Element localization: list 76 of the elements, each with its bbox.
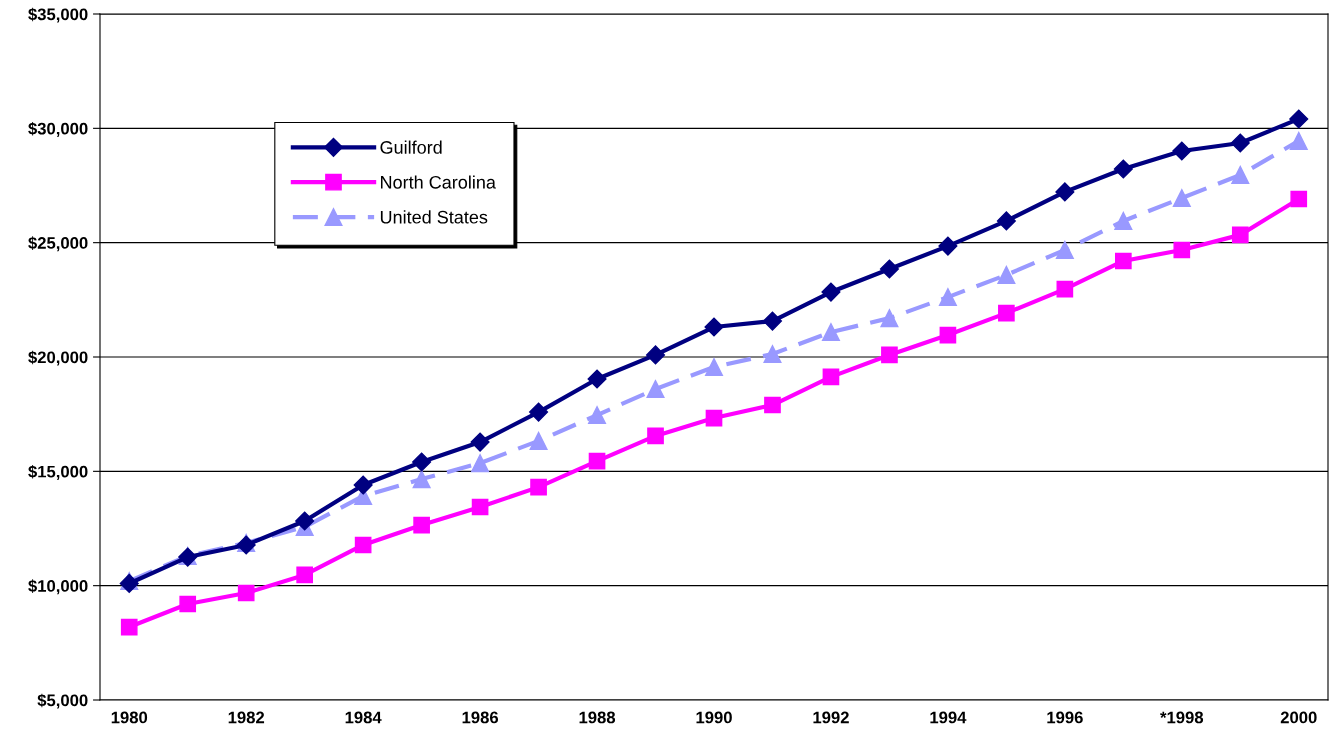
point — [587, 369, 607, 389]
point — [762, 311, 783, 331]
x-tick-label: 1980 — [111, 711, 148, 724]
point — [645, 345, 666, 365]
point — [179, 595, 197, 613]
x-tick-label: 1986 — [462, 711, 499, 724]
point — [1172, 141, 1192, 161]
point — [881, 346, 898, 364]
x-tick-label: 2000 — [1280, 711, 1317, 724]
point — [764, 396, 781, 414]
y-tick-label: $15,000 — [28, 465, 88, 480]
legend-label: Guilford — [380, 140, 442, 154]
point — [588, 452, 606, 470]
point — [821, 282, 841, 302]
y-tick-label: $30,000 — [28, 122, 88, 137]
point — [1114, 252, 1132, 270]
x-tick-label: 1982 — [228, 711, 265, 724]
y-tick-label: $10,000 — [28, 579, 88, 595]
point — [1172, 189, 1191, 208]
point — [763, 344, 782, 364]
point — [354, 536, 372, 554]
point — [471, 498, 489, 516]
point — [412, 452, 432, 472]
y-tick-label: $35,000 — [28, 7, 88, 23]
point — [880, 309, 899, 328]
point — [821, 323, 840, 342]
point — [470, 432, 490, 452]
y-tick-label: $20,000 — [28, 350, 88, 366]
point — [1289, 109, 1309, 129]
y-tick-label: $5,000 — [37, 693, 88, 709]
point — [1113, 159, 1133, 179]
x-tick-label: 1990 — [696, 711, 732, 724]
point — [529, 402, 549, 422]
legend-label: United States — [380, 210, 488, 224]
x-tick-label: 1984 — [345, 711, 382, 724]
point — [412, 470, 431, 489]
point — [822, 368, 840, 386]
y-tick-label: $25,000 — [28, 236, 88, 252]
point — [705, 409, 723, 427]
point — [1289, 131, 1308, 150]
point — [588, 406, 607, 425]
point — [295, 511, 315, 531]
x-tick-label: 1992 — [813, 711, 849, 724]
point — [530, 478, 547, 496]
point — [1055, 182, 1075, 202]
point — [938, 288, 957, 307]
point — [1114, 211, 1133, 230]
point — [996, 211, 1016, 231]
point — [1173, 241, 1191, 259]
point — [296, 566, 314, 584]
point — [237, 584, 255, 602]
point — [998, 304, 1015, 322]
point — [1231, 165, 1250, 185]
point — [704, 358, 724, 377]
x-tick-label: 1996 — [1047, 711, 1083, 724]
x-tick-label: *1998 — [1160, 711, 1204, 724]
point — [646, 379, 665, 399]
point — [879, 259, 899, 279]
point — [647, 427, 664, 445]
point — [529, 431, 548, 450]
x-tick-label: 1988 — [579, 711, 616, 724]
point — [1055, 240, 1074, 260]
point — [997, 265, 1016, 284]
point — [471, 454, 490, 473]
point — [939, 326, 957, 344]
x-tick-label: 1994 — [930, 711, 967, 724]
legend-label: North Carolina — [381, 175, 496, 189]
point — [1290, 190, 1308, 208]
point — [120, 618, 138, 636]
point — [938, 236, 958, 256]
point — [704, 317, 724, 337]
point — [1056, 280, 1074, 298]
point — [1230, 133, 1250, 153]
point — [1231, 226, 1249, 244]
point — [413, 516, 430, 534]
point — [353, 475, 373, 495]
